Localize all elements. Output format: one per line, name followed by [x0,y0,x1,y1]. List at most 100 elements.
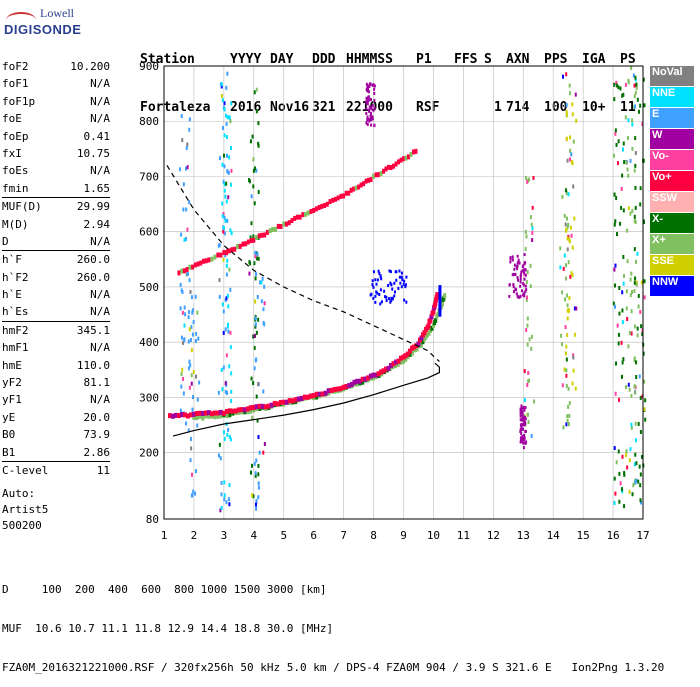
noise-mark [516,276,519,280]
noise-mark [644,417,647,422]
noise-mark [366,118,369,122]
noise-mark [519,280,522,284]
noise-mark [527,370,530,375]
noise-mark [640,280,643,285]
noise-mark [565,344,568,349]
param-key: foEp [2,129,29,143]
noise-mark [187,428,190,433]
trace-mark [278,399,283,405]
hdr2-cell: 714 [506,100,530,115]
noise-mark [195,331,198,336]
noise-mark [224,218,227,223]
noise-mark [223,107,226,112]
trace-mark [369,177,373,183]
noise-mark [619,221,622,226]
noise-mark [222,257,225,262]
noise-mark [223,133,226,138]
noise-mark [567,222,570,227]
noise-mark [523,433,526,437]
noise-mark [633,462,636,467]
noise-mark [633,247,636,252]
noise-mark [190,472,193,477]
trace-mark [372,173,376,179]
noise-mark [569,274,572,279]
muf-line: MUF 10.6 10.7 11.1 11.8 12.9 14.4 18.8 3… [2,622,334,635]
hdr1-cell: IGA [582,52,606,67]
noise-mark [262,320,265,325]
noise-mark [223,182,226,187]
noise-mark [257,481,260,486]
noise-mark [523,369,526,374]
trace-mark [402,358,405,364]
noise-mark [252,381,255,386]
noise-mark [256,252,259,257]
noise-mark [565,276,568,281]
noise-mark [227,195,230,200]
trace-mark [272,400,277,406]
noise-mark [403,298,406,302]
noise-mark [515,288,518,292]
noise-mark [630,331,633,336]
param-key: h`F2 [2,270,29,284]
noise-mark [226,71,229,76]
noise-mark [634,324,637,329]
noise-mark [565,109,568,114]
param-row: hmF2 345.1 [2,322,110,339]
trace-mark [246,239,250,245]
noise-mark [520,408,523,412]
noise-mark [574,332,577,337]
noise-mark [376,278,379,282]
trace-mark [263,404,268,410]
noise-mark [223,188,226,193]
trace-mark [406,354,410,360]
noise-mark [222,229,225,234]
noise-mark [367,98,370,102]
noise-mark [565,113,568,118]
noise-mark [562,266,565,271]
trace-mark [265,229,269,235]
trace-mark [167,413,172,419]
trace-mark [377,172,381,178]
noise-mark [513,267,516,271]
trace-mark [200,410,205,416]
noise-mark [524,406,527,410]
noise-mark [182,391,185,396]
noise-mark [621,454,624,459]
noise-mark [228,502,231,507]
param-row: yF1 N/A [2,391,110,408]
noise-mark [639,483,642,488]
noise-mark [521,422,524,426]
noise-mark [622,357,625,362]
noise-mark [225,85,228,90]
noise-mark [365,96,368,100]
noise-mark [634,151,637,156]
noise-mark [566,419,569,424]
noise-mark [226,390,229,395]
noise-mark [371,283,374,287]
trace-mark [235,244,239,250]
noise-mark [402,282,405,286]
noise-mark [253,334,256,339]
noise-mark [519,407,522,411]
noise-mark [567,260,570,265]
noise-mark [613,476,616,481]
x-tick-label: 5 [280,529,287,542]
noise-mark [521,269,524,273]
noise-mark [379,288,382,292]
noise-mark [223,215,226,220]
trace-mark [290,398,295,404]
noise-mark [374,278,377,282]
noise-mark [531,205,534,210]
param-key: yF2 [2,376,22,390]
noise-mark [629,211,632,216]
noise-mark [623,472,626,477]
trace-mark [368,373,373,379]
noise-mark [633,214,636,219]
logo-line2: DIGISONDE [4,22,82,37]
trace-mark [430,325,434,331]
noise-mark [639,395,642,400]
trace-mark [408,351,412,357]
hdr1-cell: PPS [544,52,568,67]
noise-mark [380,300,383,304]
parameter-list: foF2 10.200 foF1 N/A foF1p N/A foE N/A foEp 0.41 f… [2,58,110,479]
